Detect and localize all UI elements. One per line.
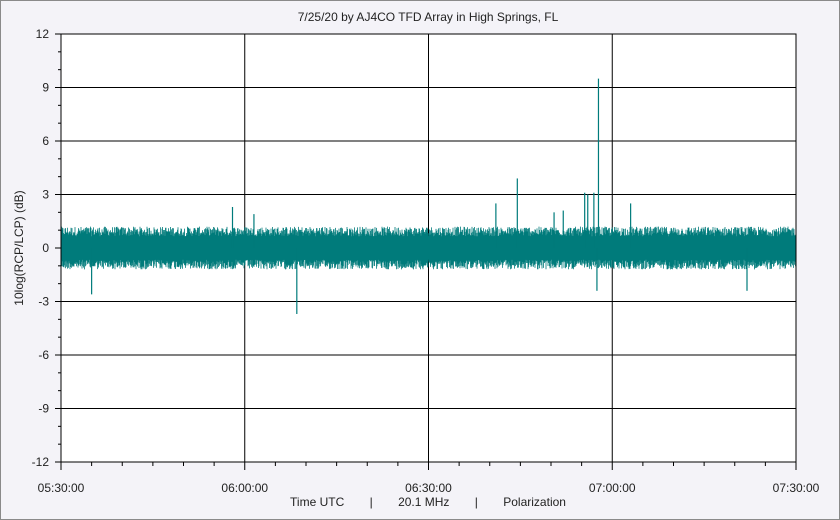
y-tick-label: -6 [38,348,49,362]
y-tick-label: -9 [38,402,49,416]
x-tick-label: 07:00:00 [589,481,636,495]
x-tick-labels: 05:30:00 06:00:00 06:30:00 07:00:00 07:30:00 [38,481,820,495]
x-tick-label: 05:30:00 [38,481,85,495]
x-tick-label: 06:30:00 [405,481,452,495]
plot-border [60,33,797,463]
x-axis-label: Time UTC [290,495,345,509]
axes [55,33,797,470]
mode-label: Polarization [503,495,566,509]
y-tick-label: 12 [36,27,50,41]
y-tick-label: 3 [42,188,49,202]
x-tick-label: 06:00:00 [221,481,268,495]
y-tick-label: -12 [32,455,50,469]
y-tick-labels: 12 9 6 3 0 -3 -6 -9 -12 [32,27,50,469]
y-tick-label: 9 [42,81,49,95]
chart-footer: Time UTC | 20.1 MHz | Polarization [0,495,840,509]
footer-separator: | [474,495,478,509]
frequency-label: 20.1 MHz [398,495,450,509]
chart-title: 7/25/20 by AJ4CO TFD Array in High Sprin… [297,10,559,24]
x-tick-label: 07:30:00 [773,481,820,495]
footer-separator: | [369,495,373,509]
y-tick-label: 0 [42,241,49,255]
y-tick-label: -3 [38,295,49,309]
y-tick-label: 6 [42,134,49,148]
